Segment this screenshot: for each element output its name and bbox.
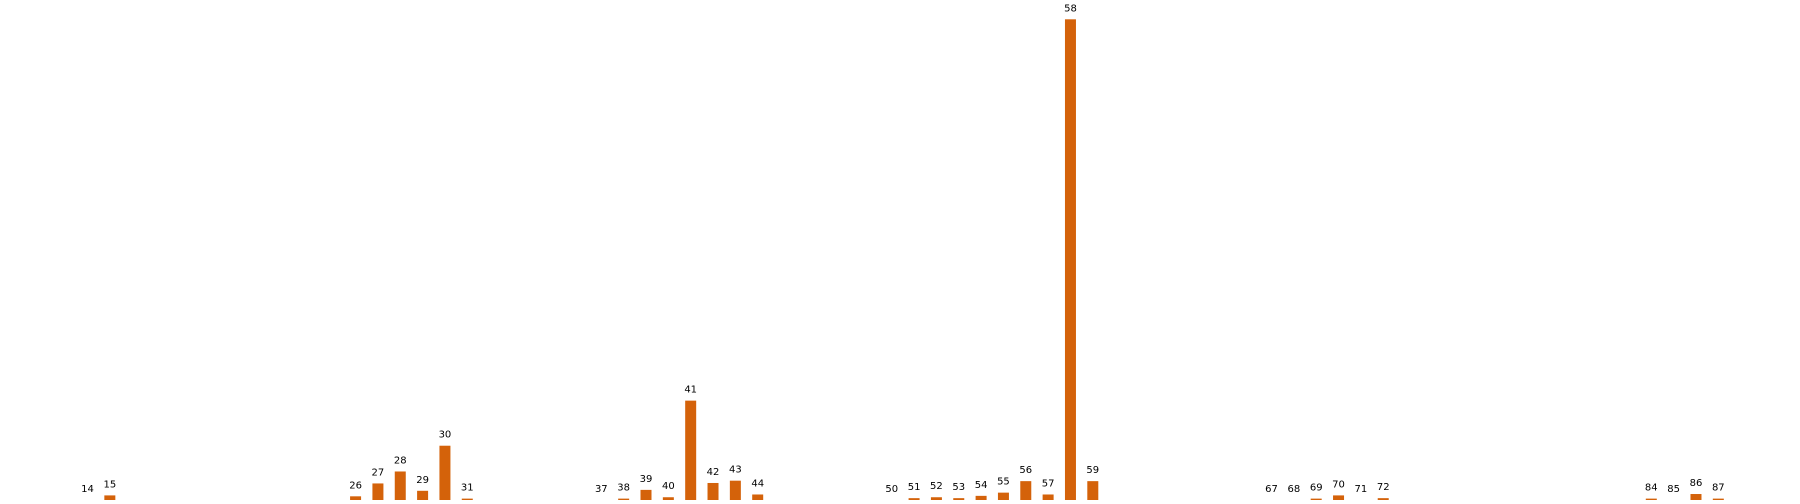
bar-label-58: 58 (1064, 3, 1077, 14)
bar-57 (1042, 494, 1054, 500)
bar-55 (997, 492, 1009, 500)
bar-label-38: 38 (617, 483, 630, 494)
bar-label-40: 40 (662, 481, 675, 492)
bar-label-69: 69 (1310, 483, 1323, 494)
bar-label-42: 42 (707, 467, 720, 478)
bar-29 (417, 490, 429, 500)
bar-label-44: 44 (751, 478, 764, 489)
bar-label-43: 43 (729, 465, 742, 476)
bar-label-71: 71 (1355, 484, 1368, 495)
bar-28 (394, 471, 406, 500)
bar-label-39: 39 (640, 474, 653, 485)
bar-label-85: 85 (1667, 484, 1680, 495)
bar-69 (1310, 498, 1322, 500)
bar-label-57: 57 (1042, 478, 1055, 489)
bar-label-86: 86 (1690, 478, 1703, 489)
bar-label-29: 29 (416, 475, 429, 486)
bar-label-84: 84 (1645, 483, 1658, 494)
bar-label-41: 41 (684, 385, 697, 396)
bar-label-26: 26 (349, 480, 362, 491)
bar-44 (752, 494, 764, 500)
bars-layer (104, 19, 1724, 501)
bar-label-59: 59 (1086, 465, 1099, 476)
bar-40 (662, 497, 674, 500)
bar-label-72: 72 (1377, 482, 1390, 493)
bar-39 (640, 489, 652, 500)
bar-label-70: 70 (1332, 479, 1345, 490)
category-labels-layer: 14 15 26 27 28 29 30 31 37 38 39 40 41 42 43 44 50 51 52 53… (81, 3, 1725, 495)
bar-86 (1690, 494, 1702, 500)
bar-label-68: 68 (1287, 484, 1300, 495)
bar-label-56: 56 (1019, 465, 1032, 476)
bar-52 (930, 497, 942, 500)
bar-84 (1645, 498, 1657, 500)
bar-label-14: 14 (81, 484, 94, 495)
bar-53 (953, 498, 965, 500)
bar-43 (729, 480, 741, 500)
bar-26 (350, 496, 362, 500)
bar-87 (1712, 498, 1724, 500)
bar-label-37: 37 (595, 484, 608, 495)
bar-label-28: 28 (394, 455, 407, 466)
bar-label-67: 67 (1265, 484, 1278, 495)
bar-30 (439, 445, 451, 500)
bar-31 (461, 498, 473, 500)
bar-label-50: 50 (885, 484, 898, 495)
bar-58 (1064, 19, 1076, 501)
bar-label-54: 54 (975, 480, 988, 491)
bar-27 (372, 483, 384, 500)
bar-label-27: 27 (372, 467, 385, 478)
bar-56 (1020, 481, 1032, 500)
bar-label-51: 51 (908, 482, 921, 493)
bar-54 (975, 495, 987, 500)
bar-label-15: 15 (103, 479, 116, 490)
bar-41 (685, 400, 697, 500)
bar-label-55: 55 (997, 477, 1010, 488)
bar-70 (1333, 495, 1345, 500)
bar-label-31: 31 (461, 483, 474, 494)
bar-42 (707, 482, 719, 500)
bar-label-87: 87 (1712, 483, 1725, 494)
bar-label-52: 52 (930, 481, 943, 492)
bar-51 (908, 498, 920, 500)
bar-label-30: 30 (439, 430, 452, 441)
bar-15 (104, 495, 116, 500)
bar-38 (618, 498, 630, 500)
bar-59 (1087, 481, 1099, 500)
bar-label-53: 53 (952, 482, 965, 493)
bar-72 (1377, 498, 1389, 500)
